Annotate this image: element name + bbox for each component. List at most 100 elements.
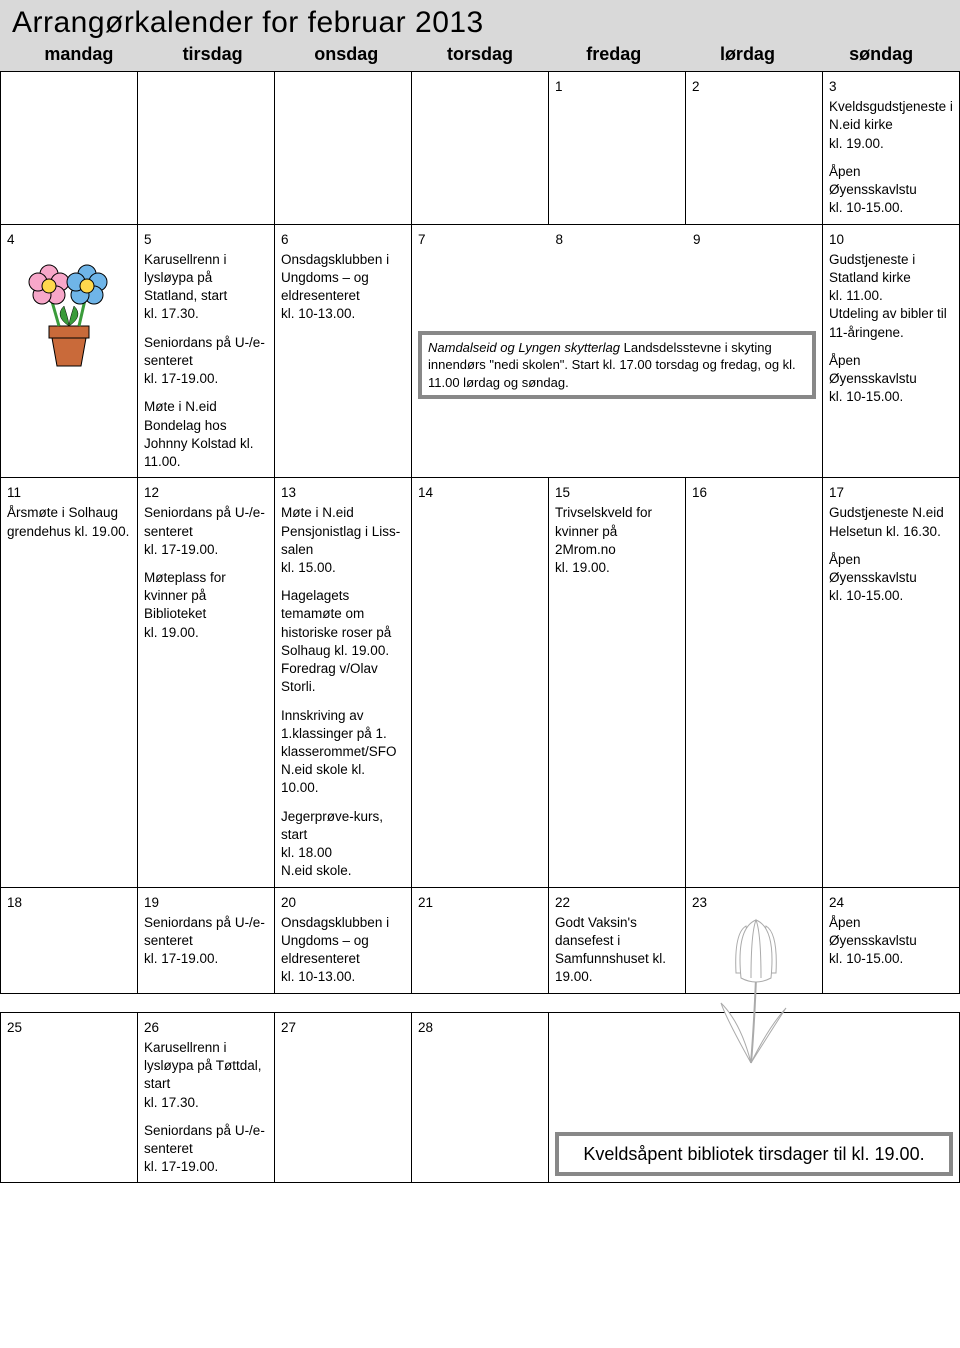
cell-thu-21: 21	[412, 887, 549, 993]
event-text: Årsmøte i Solhaug grendehus kl. 19.00.	[7, 504, 131, 540]
day-number: 10	[829, 231, 953, 249]
event-text: Åpen Øyensskavlstu kl. 10-15.00.	[829, 551, 953, 606]
day-number: 7	[418, 231, 426, 249]
day-number: 17	[829, 484, 953, 502]
day-fri: fredag	[547, 44, 681, 65]
day-number: 19	[144, 894, 268, 912]
note-box: Namdalseid og Lyngen skytterlag Landsdel…	[418, 331, 816, 400]
event-text: Godt Vaksin's dansefest i Samfunnshuset …	[555, 914, 679, 987]
event-text: Jegerprøve-kurs, start kl. 18.00 N.eid s…	[281, 808, 405, 881]
day-number: 15	[555, 484, 679, 502]
cell-wed-6: 6 Onsdagsklubben i Ungdoms – og eldresen…	[275, 224, 412, 478]
day-number: 5	[144, 231, 268, 249]
cell-tue-19: 19 Seniordans på U-/e-senteret kl. 17-19…	[138, 887, 275, 993]
header-band: Arrangørkalender for februar 2013 mandag…	[0, 0, 960, 71]
event-text: Kveldsgudstjeneste i N.eid kirke kl. 19.…	[829, 98, 953, 153]
calendar-table: 1 2 3 Kveldsgudstjeneste i N.eid kirke k…	[0, 71, 960, 994]
event-text: Onsdagsklubben i Ungdoms – og eldresente…	[281, 914, 405, 987]
page-title: Arrangørkalender for februar 2013	[12, 6, 948, 40]
event-text: Karusellrenn i lysløypa på Statland, sta…	[144, 251, 268, 324]
event-text: Gudstjeneste N.eid Helsetun kl. 16.30.	[829, 504, 953, 540]
cell-thu-28: 28	[412, 1012, 549, 1183]
cell-wed-20: 20 Onsdagsklubben i Ungdoms – og eldrese…	[275, 887, 412, 993]
day-number: 24	[829, 894, 953, 912]
cell-sun-10: 10 Gudstjeneste i Statland kirke kl. 11.…	[823, 224, 960, 478]
day-number: 21	[418, 894, 542, 912]
day-sun: søndag	[814, 44, 948, 65]
cell-fri-22: 22 Godt Vaksin's dansefest i Samfunnshus…	[549, 887, 686, 993]
day-number: 16	[692, 484, 816, 502]
day-number: 13	[281, 484, 405, 502]
event-text: Møte i N.eid Pensjonistlag i Liss-salen …	[281, 504, 405, 577]
event-text: Åpen Øyensskavlstu kl. 10-15.00.	[829, 163, 953, 218]
cell-fri-1: 1	[549, 72, 686, 225]
calendar-row: 11 Årsmøte i Solhaug grendehus kl. 19.00…	[1, 478, 960, 887]
event-text: Hagelagets temamøte om historiske roser …	[281, 587, 405, 696]
cell-sat-2: 2	[686, 72, 823, 225]
cell-empty	[138, 72, 275, 225]
event-text: Trivselskveld for kvinner på 2Mrom.no kl…	[555, 504, 679, 577]
footer-note: Kveldsåpent bibliotek tirsdager til kl. …	[555, 1132, 953, 1176]
day-thu: torsdag	[413, 44, 547, 65]
event-text: Karusellrenn i lysløypa på Tøttdal, star…	[144, 1039, 268, 1112]
day-number: 2	[692, 78, 816, 96]
event-text: Seniordans på U-/e-senteret kl. 17-19.00…	[144, 334, 268, 389]
day-sat: lørdag	[681, 44, 815, 65]
day-number: 26	[144, 1019, 268, 1037]
day-number: 12	[144, 484, 268, 502]
event-text: Møteplass for kvinner på Biblioteket kl.…	[144, 569, 268, 642]
day-number: 3	[829, 78, 953, 96]
event-text: Åpen Øyensskavlstu kl. 10-15.00.	[829, 352, 953, 407]
cell-sat-16: 16	[686, 478, 823, 887]
cell-sat-23: 23	[686, 887, 823, 993]
weekday-header: mandag tirsdag onsdag torsdag fredag lør…	[12, 44, 948, 65]
event-text: Åpen Øyensskavlstu kl. 10-15.00.	[829, 914, 953, 969]
cell-sun-3: 3 Kveldsgudstjeneste i N.eid kirke kl. 1…	[823, 72, 960, 225]
note-text-italic: Namdalseid og Lyngen skytterlag	[428, 340, 620, 355]
day-number: 27	[281, 1019, 405, 1037]
day-mon: mandag	[12, 44, 146, 65]
cell-tue-26: 26 Karusellrenn i lysløypa på Tøttdal, s…	[138, 1012, 275, 1183]
flowerpot-icon	[19, 251, 119, 371]
day-wed: onsdag	[279, 44, 413, 65]
cell-tue-5: 5 Karusellrenn i lysløypa på Statland, s…	[138, 224, 275, 478]
day-number: 8	[556, 231, 564, 249]
day-number: 4	[7, 231, 131, 249]
day-number: 25	[7, 1019, 131, 1037]
event-text: Innskriving av 1.klassinger på 1. klasse…	[281, 707, 405, 798]
cell-mon-18: 18	[1, 887, 138, 993]
cell-empty	[1, 72, 138, 225]
cell-wed-27: 27	[275, 1012, 412, 1183]
cell-mon-4: 4	[1, 224, 138, 478]
event-text: Seniordans på U-/e-senteret kl. 17-19.00…	[144, 1122, 268, 1177]
cell-wed-13: 13 Møte i N.eid Pensjonistlag i Liss-sal…	[275, 478, 412, 887]
day-number: 20	[281, 894, 405, 912]
event-text: Onsdagsklubben i Ungdoms – og eldresente…	[281, 251, 405, 324]
day-number: 18	[7, 894, 131, 912]
cell-tue-12: 12 Seniordans på U-/e-senteret kl. 17-19…	[138, 478, 275, 887]
calendar-row: 1 2 3 Kveldsgudstjeneste i N.eid kirke k…	[1, 72, 960, 225]
day-number: 14	[418, 484, 542, 502]
day-number: 11	[7, 484, 131, 502]
event-text: Møte i N.eid Bondelag hos Johnny Kolstad…	[144, 398, 268, 471]
calendar-table-2: 25 26 Karusellrenn i lysløypa på Tøttdal…	[0, 1012, 960, 1184]
tulip-icon	[696, 908, 816, 1068]
cell-sun-24: 24 Åpen Øyensskavlstu kl. 10-15.00.	[823, 887, 960, 993]
day-number: 22	[555, 894, 679, 912]
day-tue: tirsdag	[146, 44, 280, 65]
cell-sun-17: 17 Gudstjeneste N.eid Helsetun kl. 16.30…	[823, 478, 960, 887]
day-number: 28	[418, 1019, 542, 1037]
cell-fri-15: 15 Trivselskveld for kvinner på 2Mrom.no…	[549, 478, 686, 887]
day-number: 9	[693, 231, 701, 249]
cell-empty	[275, 72, 412, 225]
cell-empty	[412, 72, 549, 225]
calendar-row: 4	[1, 224, 960, 478]
day-number: 6	[281, 231, 405, 249]
day-number: 1	[555, 78, 679, 96]
calendar-row: 18 19 Seniordans på U-/e-senteret kl. 17…	[1, 887, 960, 993]
event-text: Gudstjeneste i Statland kirke kl. 11.00.…	[829, 251, 953, 342]
cell-thu-sat-7-9: 7 8 9 Namdalseid og Lyngen skytterlag La…	[412, 224, 823, 478]
event-text: Seniordans på U-/e-senteret kl. 17-19.00…	[144, 504, 268, 559]
cell-mon-11: 11 Årsmøte i Solhaug grendehus kl. 19.00…	[1, 478, 138, 887]
cell-mon-25: 25	[1, 1012, 138, 1183]
